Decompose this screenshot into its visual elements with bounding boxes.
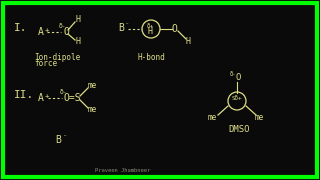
Text: δ-: δ- xyxy=(59,24,67,30)
Text: ⁻: ⁻ xyxy=(62,134,66,140)
Text: +: + xyxy=(44,93,49,98)
Text: A: A xyxy=(38,27,44,37)
Text: δ-: δ- xyxy=(60,91,68,96)
Text: ⁻: ⁻ xyxy=(124,22,129,28)
Text: Sδ+: Sδ+ xyxy=(232,96,243,102)
Text: me: me xyxy=(88,105,97,114)
Text: B: B xyxy=(118,23,124,33)
Text: H: H xyxy=(75,15,80,24)
Text: DMSO: DMSO xyxy=(228,125,250,134)
Text: O: O xyxy=(235,73,240,82)
Text: Praveen Jhambneer: Praveen Jhambneer xyxy=(95,168,150,172)
Text: I.: I. xyxy=(14,23,28,33)
Text: me: me xyxy=(208,114,217,123)
Text: H: H xyxy=(75,37,80,46)
Text: O=S: O=S xyxy=(64,93,82,103)
Text: H-bond: H-bond xyxy=(138,53,166,62)
Text: δ-: δ- xyxy=(230,73,236,78)
Text: II.: II. xyxy=(14,90,34,100)
Text: me: me xyxy=(255,114,264,123)
Text: B: B xyxy=(55,135,61,145)
Text: O: O xyxy=(63,27,69,37)
Text: A: A xyxy=(38,93,44,103)
Text: me: me xyxy=(88,82,97,91)
Text: +: + xyxy=(44,26,49,33)
Text: H: H xyxy=(186,37,191,46)
Text: O: O xyxy=(172,24,178,34)
Text: force: force xyxy=(34,60,57,69)
Text: H: H xyxy=(147,27,152,36)
Text: δ+: δ+ xyxy=(147,24,154,28)
Text: Ion-dipole: Ion-dipole xyxy=(34,53,80,62)
